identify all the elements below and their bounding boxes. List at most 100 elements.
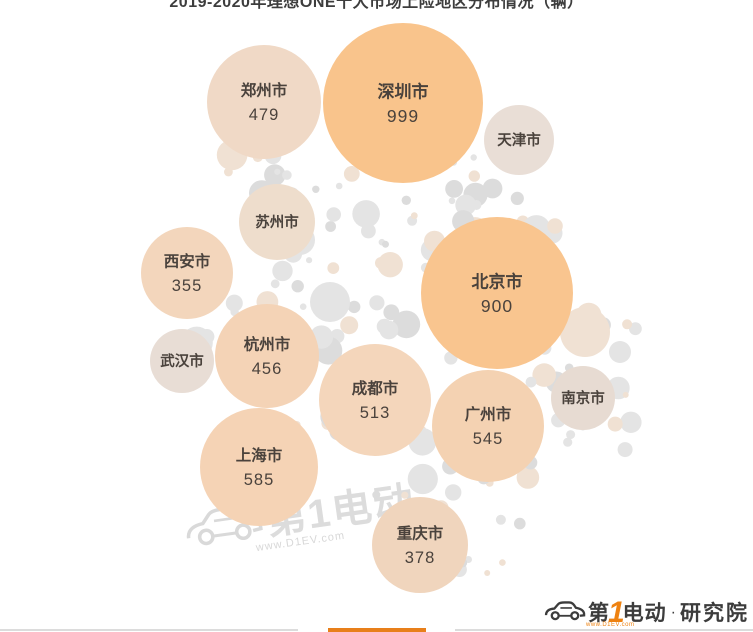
decor-bubble bbox=[445, 180, 463, 198]
decor-bubble bbox=[471, 200, 482, 210]
city-bubble-name: 深圳市 bbox=[378, 82, 429, 102]
decor-bubble bbox=[291, 280, 304, 293]
city-bubble bbox=[551, 366, 615, 430]
brand-logo: 第 1 电动 · 研究院 www.D1EV.com bbox=[544, 596, 749, 629]
city-bubble-name: 杭州市 bbox=[244, 335, 291, 354]
city-bubble-value: 513 bbox=[360, 404, 391, 422]
city-bubble bbox=[200, 408, 318, 526]
brand-text-suffix: 电动 bbox=[622, 601, 667, 625]
city-bubble bbox=[319, 344, 431, 456]
decor-bubble bbox=[312, 185, 320, 193]
decor-bubble bbox=[369, 295, 385, 311]
city-bubble bbox=[150, 329, 214, 393]
decor-bubble bbox=[445, 484, 462, 501]
decor-bubble bbox=[299, 303, 307, 311]
decor-bubble bbox=[566, 430, 576, 440]
city-bubble bbox=[323, 23, 483, 183]
city-bubble bbox=[432, 370, 544, 482]
chart-title: 2019-2020年理想ONE十大市场上险地区分布情况（辆） bbox=[169, 0, 584, 11]
brand-text-one: 1 bbox=[607, 596, 625, 629]
decor-bubble bbox=[629, 322, 642, 336]
city-bubble-value: 378 bbox=[405, 549, 436, 567]
brand-separator-dot: · bbox=[670, 604, 676, 621]
decor-bubble bbox=[225, 294, 243, 312]
decor-bubble bbox=[310, 282, 350, 322]
decor-bubble bbox=[325, 221, 336, 232]
brand-site-text: www.D1EV.com bbox=[585, 622, 635, 628]
city-bubble bbox=[239, 184, 315, 260]
city-bubble-value: 355 bbox=[172, 277, 203, 295]
city-bubble bbox=[421, 217, 573, 369]
city-bubble-value: 900 bbox=[481, 296, 513, 316]
city-bubble-value: 456 bbox=[252, 360, 283, 378]
decor-bubble bbox=[382, 240, 389, 248]
city-bubble-value: 479 bbox=[249, 106, 280, 124]
city-bubble bbox=[372, 497, 468, 593]
decor-bubble bbox=[270, 279, 280, 289]
decor-bubble bbox=[455, 194, 477, 216]
decor-bubble bbox=[401, 491, 409, 499]
decor-bubble bbox=[563, 437, 573, 447]
decor-bubble bbox=[343, 166, 360, 182]
decor-bubble bbox=[377, 252, 403, 278]
city-bubble bbox=[141, 227, 233, 319]
footer-divider-right bbox=[455, 629, 753, 631]
decor-bubble bbox=[470, 154, 477, 161]
decor-bubble bbox=[468, 170, 480, 182]
city-bubble-name: 北京市 bbox=[472, 272, 523, 292]
city-bubble bbox=[207, 45, 321, 159]
city-bubble-name: 郑州市 bbox=[241, 81, 288, 100]
decor-bubble bbox=[514, 517, 526, 530]
city-bubble-name: 天津市 bbox=[497, 131, 541, 149]
decor-bubble bbox=[609, 341, 631, 363]
footer-divider-accent bbox=[328, 628, 426, 632]
city-bubble-name: 成都市 bbox=[352, 379, 399, 398]
decor-bubble bbox=[392, 310, 421, 339]
footer-divider-left bbox=[0, 629, 298, 631]
decor-bubble bbox=[516, 466, 540, 489]
decor-bubble bbox=[410, 212, 418, 220]
city-bubble-name: 南京市 bbox=[561, 389, 605, 407]
decor-bubble bbox=[617, 442, 633, 458]
decor-bubble bbox=[484, 570, 491, 576]
decor-bubble bbox=[510, 191, 524, 205]
city-bubble-name: 上海市 bbox=[236, 446, 283, 465]
city-bubble-name: 苏州市 bbox=[255, 213, 299, 231]
city-bubble-value: 999 bbox=[387, 106, 419, 126]
city-bubble-name: 广州市 bbox=[465, 405, 512, 424]
city-bubble-name: 武汉市 bbox=[160, 352, 204, 370]
decor-bubble bbox=[376, 318, 393, 335]
decor-bubble bbox=[272, 260, 293, 282]
decor-bubble bbox=[622, 319, 633, 330]
brand-org-text: 研究院 bbox=[680, 601, 749, 625]
decor-bubble bbox=[407, 463, 438, 495]
city-bubble bbox=[484, 105, 554, 175]
decor-bubble bbox=[306, 257, 313, 264]
decor-bubble bbox=[495, 514, 506, 525]
decor-bubble bbox=[361, 223, 376, 239]
decor-bubble bbox=[326, 207, 342, 222]
city-bubble-name: 重庆市 bbox=[397, 524, 444, 543]
decor-bubble bbox=[335, 182, 343, 190]
decor-bubble bbox=[348, 300, 361, 314]
decor-bubble bbox=[525, 376, 537, 388]
decor-bubble bbox=[372, 490, 381, 499]
decor-bubble bbox=[482, 178, 503, 199]
car-icon bbox=[544, 599, 586, 627]
decor-bubble bbox=[448, 197, 456, 205]
decor-bubble bbox=[274, 168, 281, 175]
decor-bubble bbox=[622, 391, 629, 398]
city-bubble-value: 585 bbox=[244, 471, 275, 489]
decor-bubble bbox=[401, 195, 411, 205]
decor-bubble bbox=[547, 218, 563, 234]
city-bubble bbox=[215, 304, 319, 408]
brand-text-prefix: 第 bbox=[587, 601, 610, 625]
decor-bubble bbox=[327, 262, 340, 274]
decor-bubble bbox=[560, 307, 610, 357]
decor-bubble bbox=[499, 559, 506, 566]
decor-bubble bbox=[340, 316, 359, 335]
decor-bubble bbox=[607, 416, 623, 432]
city-bubble-value: 545 bbox=[473, 430, 504, 448]
